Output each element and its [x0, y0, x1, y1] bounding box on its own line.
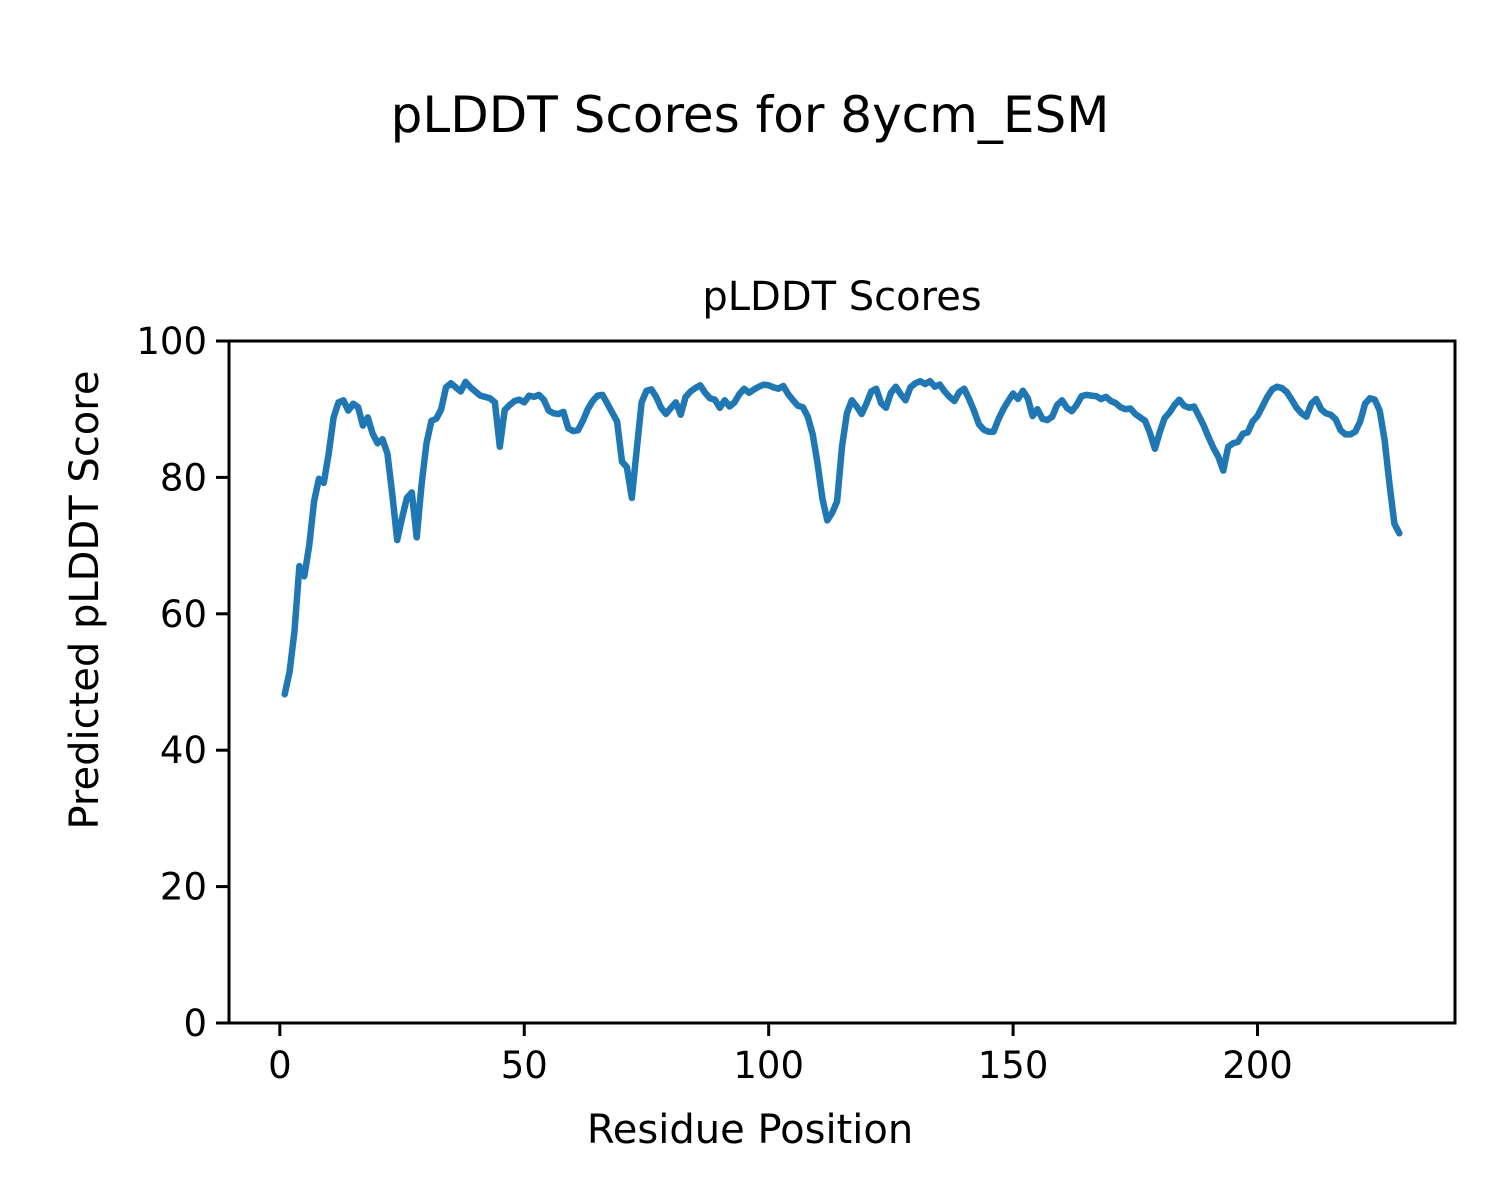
- y-tick-label: 80: [160, 456, 207, 499]
- y-tick-label: 40: [160, 729, 207, 772]
- x-tick-label: 150: [978, 1044, 1049, 1087]
- y-tick-label: 0: [183, 1002, 207, 1045]
- y-tick-label: 60: [160, 593, 207, 636]
- y-axis-label: Predicted pLDDT Score: [62, 370, 108, 830]
- axes-spines: [227, 339, 1457, 1025]
- x-tick-label: 0: [268, 1044, 292, 1087]
- x-axis-label: Residue Position: [586, 1107, 914, 1153]
- axes-title: pLDDT Scores: [702, 274, 982, 320]
- x-tick-label: 200: [1222, 1044, 1293, 1087]
- x-tick-label: 100: [733, 1044, 804, 1087]
- y-tick-label: 20: [160, 866, 207, 909]
- y-tick-label: 100: [136, 320, 207, 363]
- plddt-line: [281, 377, 1403, 698]
- x-tick-label: 50: [501, 1044, 548, 1087]
- figure-title: pLDDT Scores for 8ycm_ESM: [390, 86, 1110, 144]
